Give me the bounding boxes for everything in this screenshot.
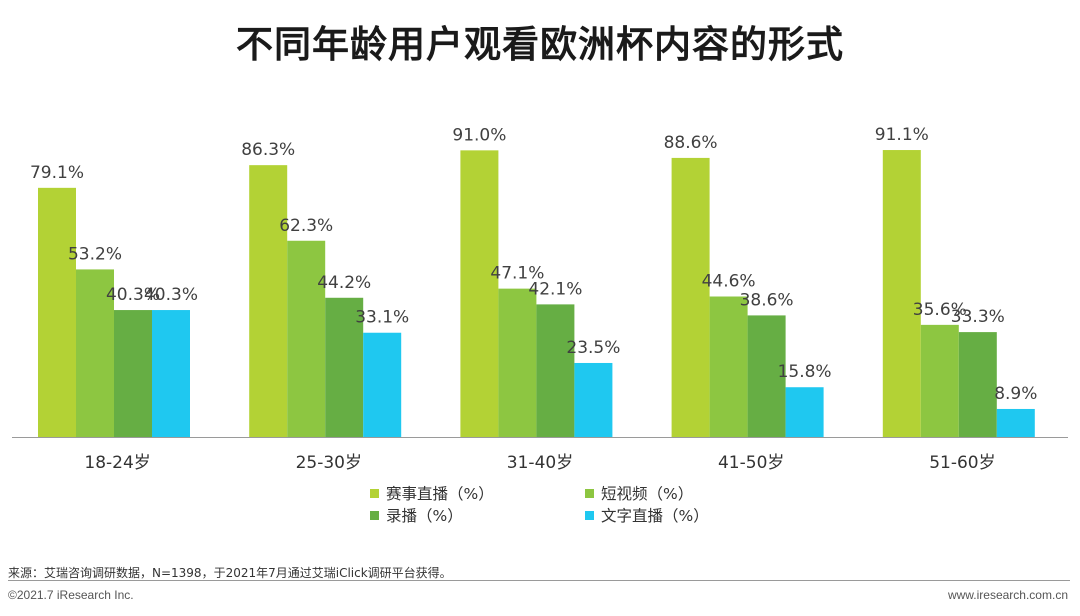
bar-s2-41-50- <box>747 315 786 437</box>
data-label-s1-31-40-: 47.1% <box>490 264 544 284</box>
data-label-s1-51-60-: 35.6% <box>913 300 967 320</box>
bar-s0-31-40- <box>460 150 499 437</box>
data-label-s1-25-30-: 62.3% <box>279 216 333 236</box>
legend-label-live: 赛事直播（%） <box>386 485 494 503</box>
chart-title: 不同年龄用户观看欧洲杯内容的形式 <box>236 23 844 66</box>
legend-label-short-video: 短视频（%） <box>601 485 694 503</box>
x-tick-label-18-24-: 18-24岁 <box>84 453 150 473</box>
data-label-s3-31-40-: 23.5% <box>566 338 620 358</box>
legend-label-replay: 录播（%） <box>386 507 463 525</box>
data-label-s0-51-60-: 91.1% <box>875 125 929 145</box>
legend-swatch-short-video <box>585 488 594 498</box>
footer-divider <box>8 580 1070 581</box>
bar-s0-51-60- <box>882 150 921 437</box>
chart-legend: 赛事直播（%） 短视频（%） 录播（%） 文字直播（%） <box>370 483 790 525</box>
bar-s3-25-30- <box>363 332 402 437</box>
data-label-s2-51-60-: 33.3% <box>951 307 1005 327</box>
data-label-s0-31-40-: 91.0% <box>452 125 506 145</box>
bar-s0-41-50- <box>671 157 710 437</box>
bar-s2-31-40- <box>536 304 575 437</box>
data-label-s1-18-24-: 53.2% <box>68 244 122 264</box>
legend-item-live[interactable]: 赛事直播（%） <box>370 483 585 503</box>
bar-s0-18-24- <box>38 187 76 437</box>
bar-s3-41-50- <box>785 387 824 437</box>
legend-swatch-live <box>370 488 379 498</box>
legend-item-replay[interactable]: 录播（%） <box>370 505 585 525</box>
legend-item-short-video[interactable]: 短视频（%） <box>585 483 790 503</box>
bar-s0-25-30- <box>249 165 288 437</box>
bar-s1-18-24- <box>76 269 114 437</box>
bar-s3-31-40- <box>574 362 613 437</box>
x-tick-label-31-40-: 31-40岁 <box>507 453 573 473</box>
x-tick-label-51-60-: 51-60岁 <box>929 453 995 473</box>
x-tick-label-25-30-: 25-30岁 <box>296 453 362 473</box>
bar-s1-25-30- <box>287 240 326 437</box>
data-label-s2-25-30-: 44.2% <box>317 273 371 293</box>
bar-s2-18-24- <box>114 310 152 437</box>
bar-s1-31-40- <box>498 288 537 437</box>
data-label-s3-41-50-: 15.8% <box>778 362 832 382</box>
data-label-s3-51-60-: 8.9% <box>994 384 1037 404</box>
bar-chart: 79.1% 53.2% 40.3%40.3% 18-24岁 86.3% 62.3% 44.2… <box>12 125 1068 473</box>
data-label-s3-25-30-: 33.1% <box>355 308 409 328</box>
bar-s1-51-60- <box>920 324 959 437</box>
legend-swatch-text-live <box>585 510 594 520</box>
legend-swatch-replay <box>370 510 379 520</box>
data-label-s0-41-50-: 88.6% <box>664 133 718 153</box>
data-label-s3-18-24-: 40.3% <box>144 285 198 305</box>
data-label-s2-31-40-: 42.1% <box>528 279 582 299</box>
bar-s3-51-60- <box>996 408 1035 437</box>
legend-item-text-live[interactable]: 文字直播（%） <box>585 505 790 525</box>
data-label-s0-25-30-: 86.3% <box>241 140 295 160</box>
website-link[interactable]: www.iresearch.com.cn <box>947 588 1068 602</box>
source-note: 来源：艾瑞咨询调研数据，N=1398，于2021年7月通过艾瑞iClick调研平… <box>8 566 452 580</box>
x-tick-label-41-50-: 41-50岁 <box>718 453 784 473</box>
legend-label-text-live: 文字直播（%） <box>601 507 709 525</box>
data-label-s2-41-50-: 38.6% <box>740 290 794 310</box>
bar-s2-25-30- <box>325 297 364 437</box>
data-label-s2-18-24-: 40.3% <box>106 285 160 305</box>
bar-s3-18-24- <box>152 310 190 437</box>
bar-s2-51-60- <box>958 332 997 437</box>
bar-s1-41-50- <box>709 296 748 437</box>
data-label-s0-18-24-: 79.1% <box>30 163 84 183</box>
copyright: ©2021.7 iResearch Inc. <box>8 588 134 602</box>
data-label-s1-41-50-: 44.6% <box>702 272 756 292</box>
